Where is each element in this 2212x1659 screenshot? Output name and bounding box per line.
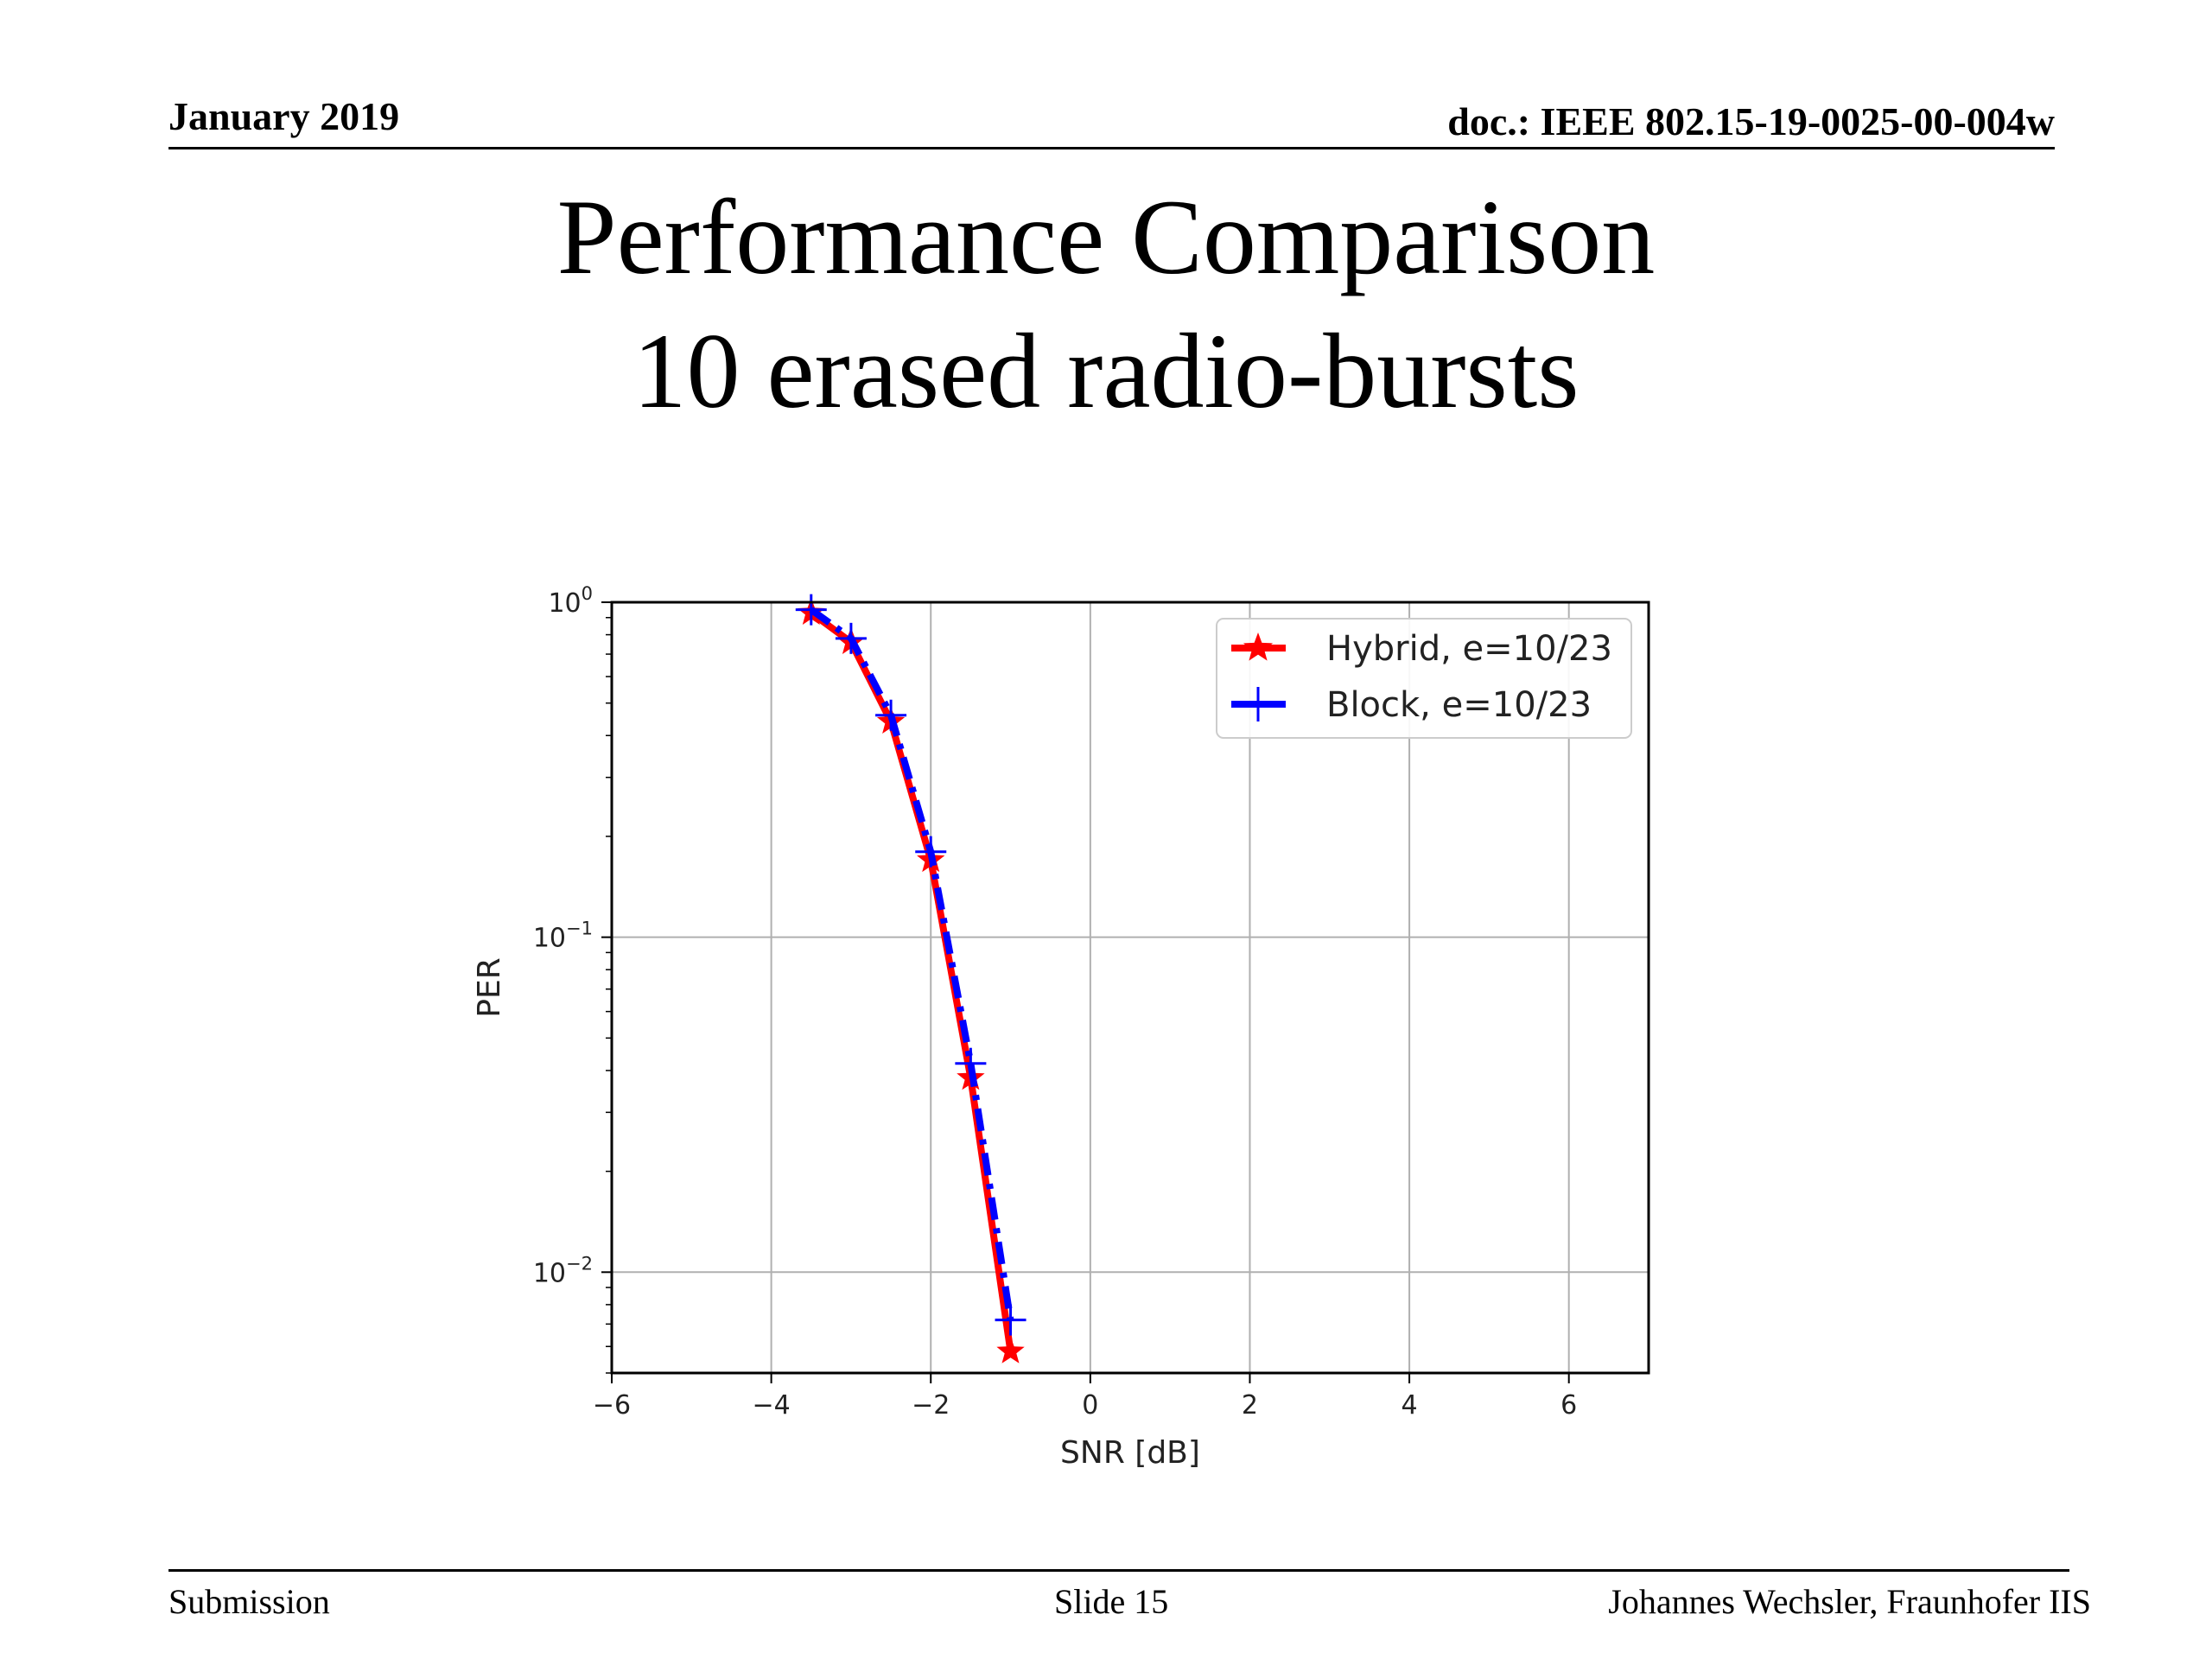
slide-title-line1: Performance Comparison [556, 178, 1656, 296]
header-doc-id: doc.: IEEE 802.15-19-0025-00-004w [1447, 99, 2055, 143]
header-date: January 2019 [168, 94, 400, 138]
plot-frame [610, 601, 1650, 1375]
footer-slide-number: Slide 15 [1054, 1582, 1169, 1621]
star-marker [996, 1337, 1025, 1363]
legend-label-block: Block, e=10/23 [1326, 685, 1592, 725]
legend: Hybrid, e=10/23 Block, e=10/23 [1216, 618, 1632, 739]
footer-author: Johannes Wechsler, Fraunhofer IIS [1608, 1582, 2091, 1621]
x-tick-label: 6 [1560, 1390, 1577, 1421]
tick-layer: −6 −4 −2 0 2 4 6 100 10−1 10−2 [533, 583, 1577, 1421]
series-layer [795, 594, 1027, 1363]
legend-entry-hybrid: Hybrid, e=10/23 [1231, 629, 1612, 669]
series-line-hybrid [809, 609, 1014, 1352]
y-tick-label: 100 [548, 583, 593, 619]
footer-divider [168, 1569, 2069, 1572]
legend-label-hybrid: Hybrid, e=10/23 [1326, 629, 1612, 669]
x-axis-title: SNR [dB] [1060, 1435, 1200, 1471]
x-tick-label: −6 [593, 1390, 631, 1421]
x-tick-label: 2 [1242, 1390, 1258, 1421]
y-tick-label: 10−2 [533, 1253, 593, 1288]
series-line-block [809, 607, 1014, 1321]
y-axis-title: PER [472, 957, 507, 1017]
x-tick-label: −4 [752, 1390, 790, 1421]
legend-entry-block: Block, e=10/23 [1231, 685, 1592, 725]
x-tick-label: 0 [1082, 1390, 1098, 1421]
x-tick-label: −2 [912, 1390, 950, 1421]
footer-submission: Submission [168, 1582, 330, 1621]
slide-title-line2: 10 erased radio-bursts [632, 312, 1580, 430]
legend-star-marker-icon [1243, 632, 1274, 661]
x-tick-label: 4 [1402, 1390, 1418, 1421]
legend-box [1216, 618, 1632, 739]
header-divider [168, 147, 2055, 149]
y-tick-label: 10−1 [533, 918, 593, 954]
